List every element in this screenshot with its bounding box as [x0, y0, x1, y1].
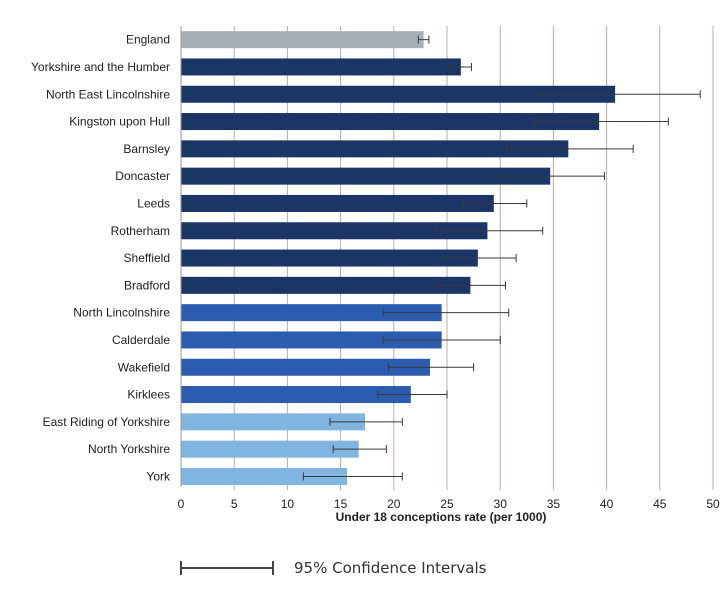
legend-label: 95% Confidence Intervals [294, 559, 487, 577]
x-tick-label: 10 [281, 497, 295, 511]
bar [181, 58, 461, 76]
error-bar [534, 117, 669, 126]
category-label: East Riding of Yorkshire [43, 415, 171, 429]
bar [181, 358, 430, 376]
error-bars [302, 35, 701, 481]
category-label: North Lincolnshire [73, 306, 170, 320]
category-label: England [126, 33, 170, 47]
category-labels: England Yorkshire and the Humber North Eas… [31, 33, 171, 484]
bar [181, 249, 478, 267]
error-bar [435, 281, 507, 290]
bar [181, 140, 569, 158]
error-bar [387, 363, 475, 372]
x-tick-labels: 0 5 10 15 20 25 30 35 40 45 50 [178, 497, 720, 511]
x-axis-title: Under 18 conceptions rate (per 1000) [336, 510, 547, 524]
bar [181, 413, 366, 431]
error-bar [382, 308, 510, 317]
confidence-interval-symbol [180, 558, 274, 578]
x-tick-label: 30 [494, 497, 508, 511]
bar [181, 276, 471, 294]
error-bar [377, 390, 448, 399]
category-label: Sheffield [124, 251, 170, 265]
category-label: York [146, 469, 171, 483]
category-label: Kirklees [127, 388, 170, 402]
error-bar [448, 62, 472, 71]
x-tick-label: 35 [547, 497, 561, 511]
error-bar [494, 172, 605, 181]
bar [181, 304, 442, 322]
error-bar [417, 35, 430, 44]
bar [181, 194, 494, 212]
x-tick-label: 50 [706, 497, 720, 511]
category-label: North East Lincolnshire [46, 87, 170, 101]
bars [181, 31, 616, 485]
category-label: Bradford [124, 278, 170, 292]
category-label: Wakefield [118, 360, 170, 374]
error-bar [441, 254, 517, 263]
error-bar [506, 144, 634, 153]
bar [181, 222, 488, 240]
x-tick-label: 45 [653, 497, 667, 511]
bar [181, 167, 551, 185]
bar [181, 386, 411, 404]
bar [181, 467, 347, 485]
x-tick-label: 5 [231, 497, 238, 511]
category-label: Rotherham [111, 224, 170, 238]
category-label: Kingston upon Hull [69, 115, 170, 129]
category-label: Doncaster [115, 169, 170, 183]
error-bar [382, 335, 501, 344]
error-bar [329, 417, 403, 426]
legend: 95% Confidence Intervals [180, 558, 486, 578]
bar [181, 31, 424, 49]
error-bar [462, 199, 528, 208]
x-tick-label: 15 [334, 497, 348, 511]
bar [181, 85, 616, 103]
x-tick-label: 25 [440, 497, 454, 511]
category-label: Yorkshire and the Humber [31, 60, 170, 74]
bar [181, 331, 442, 349]
category-label: North Yorkshire [88, 442, 170, 456]
error-bar [302, 472, 403, 481]
bar [181, 113, 600, 131]
x-tick-label: 0 [178, 497, 185, 511]
bar [181, 440, 359, 458]
error-bar [435, 226, 544, 235]
error-bar [332, 445, 387, 454]
category-label: Calderdale [112, 333, 170, 347]
category-label: Barnsley [123, 142, 170, 156]
x-tick-label: 20 [387, 497, 401, 511]
category-label: Leeds [137, 196, 170, 210]
x-tick-label: 40 [600, 497, 614, 511]
error-bar [536, 90, 701, 99]
